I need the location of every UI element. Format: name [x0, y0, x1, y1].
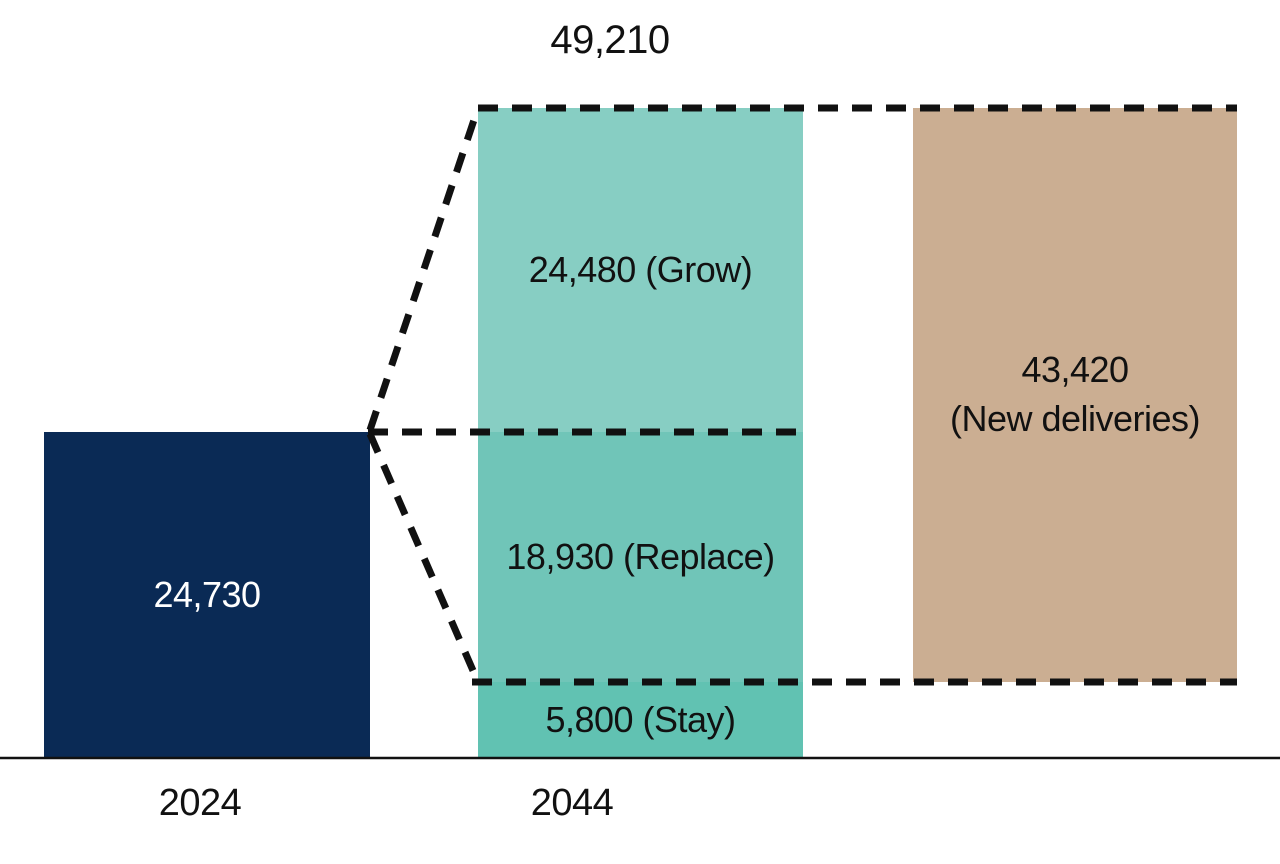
segment-stay: 5,800 (Stay): [478, 682, 803, 758]
segment-replace-label: 18,930 (Replace): [506, 535, 775, 577]
bar-2024-value-label: 24,730: [153, 573, 261, 615]
segment-stay-label: 5,800 (Stay): [545, 698, 736, 740]
segment-grow: 24,480 (Grow): [478, 108, 803, 432]
dashed-diagonal-up-line: [366, 106, 482, 432]
segment-replace: 18,930 (Replace): [478, 432, 803, 682]
segment-grow-label: 24,480 (Grow): [528, 248, 753, 290]
x-tick-2024: 2024: [158, 782, 242, 824]
bar-new-deliveries-label: 43,420 (New deliveries): [949, 346, 1201, 443]
new-deliveries-name: (New deliveries): [949, 398, 1201, 439]
dashed-diagonal-down-line: [366, 432, 482, 684]
bar-2024-total: 24,730: [44, 432, 370, 758]
x-tick-2044: 2044: [530, 782, 614, 824]
total-2044-label: 49,210: [550, 18, 670, 62]
bar-new-deliveries: 43,420 (New deliveries): [913, 108, 1237, 682]
new-deliveries-value: 43,420: [1021, 349, 1129, 391]
